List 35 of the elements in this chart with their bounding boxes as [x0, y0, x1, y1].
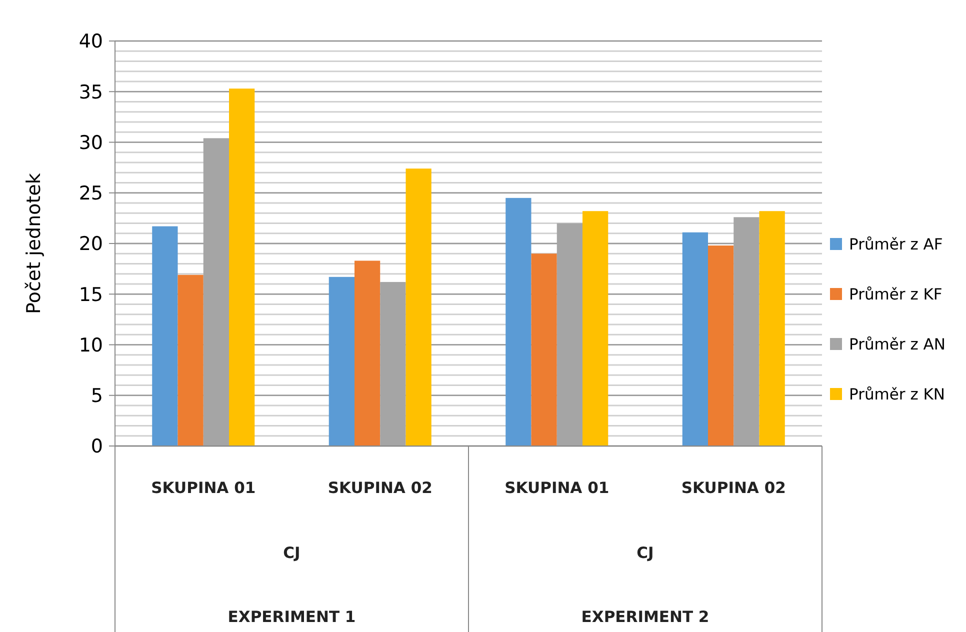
bar: [506, 198, 532, 446]
y-tick-label: 30: [78, 132, 103, 154]
y-tick-label: 35: [78, 81, 103, 104]
bar: [229, 88, 255, 446]
text: CJ: [283, 544, 300, 562]
bar: [759, 211, 785, 446]
x-tick-label: SKUPINA 01: [151, 479, 256, 497]
y-tick-label: 15: [78, 284, 103, 306]
bar: [354, 260, 380, 446]
y-tick-label: 5: [90, 385, 103, 408]
bar: [152, 226, 178, 446]
bar: [531, 254, 557, 446]
y-tick-label: 20: [78, 233, 103, 256]
bar: [178, 274, 204, 446]
legend-label: Průměr z AN: [849, 335, 946, 354]
text: CJ: [636, 544, 654, 562]
text: EXPERIMENT 1: [228, 608, 356, 626]
y-tick-label: 0: [90, 436, 103, 458]
y-tick-label: 40: [78, 30, 103, 53]
bar: [380, 282, 406, 446]
legend-label: Průměr z AF: [849, 235, 943, 254]
text: EXPERIMENT 2: [581, 608, 710, 626]
x-tick-label: SKUPINA 01: [504, 479, 610, 497]
legend-label: Průměr z KF: [849, 285, 942, 304]
bar: [328, 276, 354, 446]
bar: [406, 168, 432, 446]
y-tick-label: 10: [78, 334, 103, 356]
y-tick-label: 25: [78, 182, 103, 205]
legend-label: Průměr z KN: [849, 385, 946, 404]
x-tick-label: SKUPINA 02: [328, 479, 432, 497]
bar: [708, 246, 734, 446]
bar: [582, 211, 608, 446]
y-axis-title: Počet jednotek: [23, 173, 45, 314]
bar: [682, 232, 708, 446]
x-tick-label: SKUPINA 02: [681, 479, 786, 497]
